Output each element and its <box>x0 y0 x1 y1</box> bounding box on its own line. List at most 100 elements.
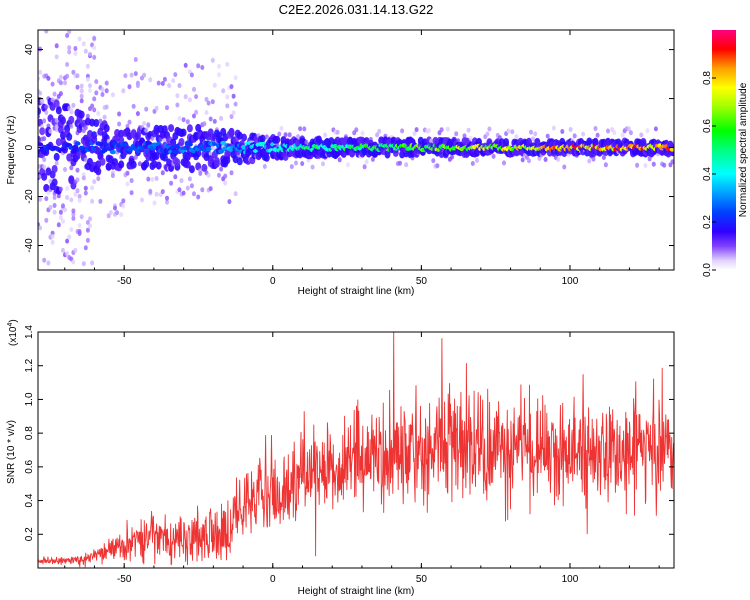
spectrogram-speckle <box>620 132 625 138</box>
y-tick-label: 0.8 <box>24 426 35 440</box>
spectrogram-speckle <box>137 161 142 167</box>
spectrogram-speckle <box>154 191 159 197</box>
spectrogram-speckle <box>179 178 184 184</box>
spectrogram-speckle <box>69 227 74 232</box>
spectrogram-speckle <box>69 123 74 129</box>
spectrogram-speckle <box>192 86 196 92</box>
snr-scale-exponent: 4 <box>7 323 14 327</box>
spectrogram-speckle <box>645 128 650 134</box>
spectrogram-speckle <box>146 122 151 128</box>
spectrogram-speckle <box>323 132 328 138</box>
spectrogram-speckle <box>181 117 186 123</box>
spectrogram-speckle <box>81 175 86 181</box>
spectrogram-speckle <box>635 162 640 168</box>
spectrogram-cell <box>68 175 75 184</box>
spectrogram-speckle <box>75 167 80 173</box>
spectrogram-speckle <box>121 198 126 204</box>
spectrogram-speckle <box>119 212 124 217</box>
spectrogram-speckle <box>335 129 340 135</box>
spectrogram-speckle <box>94 90 99 96</box>
spectrogram-speckle <box>223 180 228 186</box>
spectrogram-cell <box>130 160 137 169</box>
spectrogram-speckle <box>81 261 86 267</box>
spectrogram-speckle <box>133 154 138 160</box>
spectrogram-speckle <box>100 87 105 92</box>
spectrogram-cell <box>201 163 208 172</box>
spectrogram-speckle <box>71 215 76 221</box>
spectrogram-speckle <box>148 77 153 83</box>
spectrogram-speckle <box>67 234 72 240</box>
spectrogram-speckle <box>192 191 196 197</box>
spectrogram-speckle <box>208 186 213 192</box>
spectrogram-speckle <box>196 194 201 200</box>
spectrogram-speckle <box>568 127 573 132</box>
spectrogram-speckle <box>223 173 228 179</box>
spectrogram-speckle <box>487 126 492 132</box>
x-tick-label: -50 <box>117 276 132 287</box>
spectrogram-cell <box>55 106 62 115</box>
spectrogram-speckle <box>537 156 542 161</box>
spectrogram-speckle <box>527 158 531 164</box>
spectrogram-speckle <box>298 126 303 132</box>
spectrogram-speckle <box>110 92 115 98</box>
spectrogram-speckle <box>217 72 221 78</box>
spectrogram-speckle <box>54 43 59 49</box>
spectrogram-speckle <box>135 83 140 89</box>
spectrogram-speckle <box>156 80 161 86</box>
spectrogram-x-label: Height of straight line (km) <box>298 286 415 297</box>
colorbar-gradient <box>712 30 736 270</box>
spectrogram-panel: -50 0 50 100 -40 -20 0 20 40 Height of straight … <box>6 29 675 297</box>
spectrogram-cell <box>41 172 48 181</box>
spectrogram-cell <box>87 157 93 166</box>
spectrogram-speckle <box>279 125 284 131</box>
spectrogram-speckle <box>117 121 122 127</box>
spectrogram-cell <box>66 153 73 162</box>
spectrogram-speckle <box>612 130 617 136</box>
spectrogram-speckle <box>58 74 63 80</box>
spectrogram-speckle <box>560 129 565 134</box>
spectrogram-speckle <box>94 79 99 85</box>
spectrogram-speckle <box>225 103 230 109</box>
spectrogram-speckle <box>144 127 149 133</box>
spectrogram-speckle <box>92 54 97 60</box>
spectrogram-speckle <box>44 196 49 202</box>
spectrogram-speckle <box>556 156 561 162</box>
spectrogram-speckle <box>231 93 236 99</box>
spectrogram-speckle <box>113 205 117 211</box>
y-tick-label: -40 <box>24 238 35 253</box>
spectrogram-speckle <box>69 197 74 203</box>
colorbar-tick-label: 0.4 <box>702 167 713 181</box>
spectrogram-speckle <box>196 63 201 69</box>
colorbar-label: Normalized spectral amplitude <box>738 82 749 217</box>
spectrogram-speckle <box>85 237 90 243</box>
spectrogram-speckle <box>92 35 97 41</box>
spectrogram-speckle <box>227 199 232 205</box>
spectrogram-speckle <box>427 128 432 134</box>
spectrogram-speckle <box>603 162 608 168</box>
snr-x-label: Height of straight line (km) <box>298 586 415 597</box>
spectrogram-speckle <box>289 164 294 170</box>
spectrogram-speckle <box>206 172 211 178</box>
spectrogram-speckle <box>543 157 548 162</box>
spectrogram-speckle <box>61 203 65 209</box>
spectrogram-speckle <box>38 90 43 96</box>
spectrogram-cell <box>259 134 266 143</box>
spectrogram-speckle <box>77 229 82 234</box>
spectrogram-speckle <box>61 247 65 253</box>
spectrogram-speckle <box>100 92 105 97</box>
spectrogram-speckle <box>165 105 169 111</box>
spectrogram-speckle <box>81 41 86 47</box>
spectrogram-ridge-cell <box>109 149 116 155</box>
spectrogram-speckle <box>572 133 577 139</box>
spectrogram-cell <box>60 116 66 125</box>
spectrogram-speckle <box>90 198 95 204</box>
spectrogram-speckle <box>83 157 88 163</box>
spectrogram-cell <box>213 157 220 166</box>
spectrogram-cell <box>195 162 202 171</box>
spectrogram-speckle <box>398 160 402 166</box>
spectrogram-speckle <box>69 165 74 171</box>
spectrogram-speckle <box>58 80 63 86</box>
spectrogram-speckle <box>104 104 109 110</box>
spectrogram-speckle <box>69 107 74 113</box>
spectrogram-speckle <box>58 186 63 192</box>
